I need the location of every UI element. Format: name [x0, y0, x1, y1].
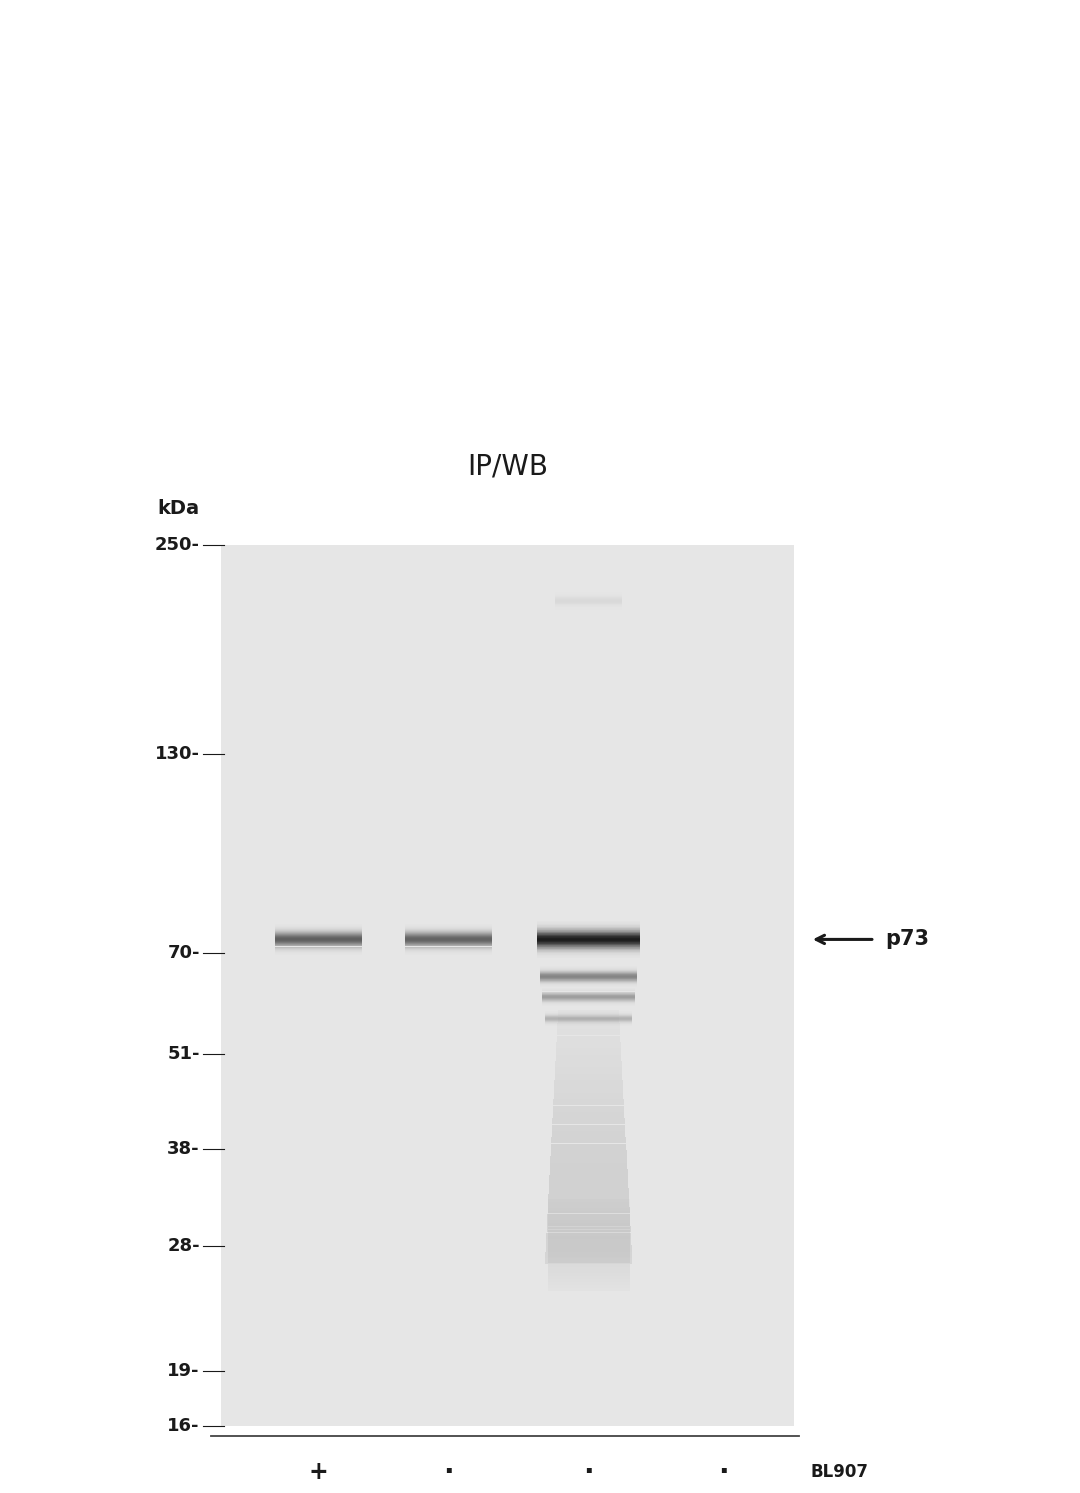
Bar [556, 1048, 621, 1054]
Bar [556, 1054, 621, 1062]
Bar [551, 1144, 626, 1150]
Bar [548, 1254, 630, 1257]
Bar [548, 1274, 630, 1277]
Bar [553, 1105, 624, 1112]
Bar [548, 1236, 630, 1239]
Bar [550, 1175, 627, 1181]
Text: 19-: 19- [167, 1362, 200, 1380]
Bar [554, 1093, 623, 1099]
Text: kDa: kDa [158, 499, 200, 518]
Bar [548, 1208, 630, 1211]
Bar [558, 1011, 619, 1017]
Bar [550, 1163, 627, 1169]
Bar [548, 1202, 630, 1205]
Bar [548, 1214, 630, 1217]
Bar [556, 1042, 621, 1048]
Bar [550, 1169, 627, 1175]
Bar [552, 1138, 625, 1144]
Bar [548, 1208, 630, 1214]
Bar [548, 1223, 630, 1226]
Bar [557, 1017, 620, 1023]
Text: 250-: 250- [154, 536, 200, 554]
Bar [546, 1239, 631, 1245]
Bar [548, 1277, 630, 1280]
Bar [548, 1230, 630, 1233]
Text: p73: p73 [886, 930, 930, 950]
Bar [552, 1118, 625, 1124]
Bar [557, 1029, 620, 1036]
Bar [546, 1220, 631, 1226]
Bar [552, 1130, 625, 1138]
Bar [548, 1269, 630, 1272]
Bar [548, 1227, 630, 1230]
Bar [548, 1257, 630, 1260]
Bar [548, 1242, 630, 1245]
Text: ·: · [583, 1459, 594, 1486]
Text: BL907: BL907 [810, 1463, 868, 1481]
Bar [548, 1199, 630, 1202]
Bar [221, 545, 794, 1426]
Bar [545, 1251, 632, 1259]
Bar [548, 1233, 630, 1236]
Bar [548, 1266, 630, 1269]
Bar [548, 1280, 630, 1282]
Text: 16-: 16- [167, 1417, 200, 1435]
Bar [548, 1217, 630, 1220]
Text: 51-: 51- [167, 1045, 200, 1063]
Bar [557, 1023, 620, 1029]
Bar [553, 1099, 624, 1105]
Text: IP/WB: IP/WB [467, 452, 548, 481]
Bar [548, 1220, 630, 1223]
Text: ·: · [443, 1459, 454, 1486]
Text: 70-: 70- [167, 944, 200, 961]
Bar [548, 1260, 630, 1263]
Bar [545, 1259, 632, 1265]
Bar [549, 1182, 629, 1188]
Bar [551, 1150, 626, 1156]
Bar [555, 1067, 622, 1073]
Text: 38-: 38- [167, 1139, 200, 1157]
Bar [548, 1205, 630, 1208]
Bar [546, 1226, 631, 1232]
Bar [556, 1036, 621, 1042]
Bar [548, 1251, 630, 1254]
Bar [546, 1233, 631, 1239]
Bar [551, 1157, 626, 1163]
Bar [555, 1062, 622, 1067]
Bar [552, 1124, 625, 1130]
Bar [548, 1200, 630, 1206]
Bar [549, 1188, 629, 1194]
Text: ·: · [718, 1459, 729, 1486]
Bar [548, 1288, 630, 1291]
Bar [548, 1214, 630, 1220]
Text: 28-: 28- [167, 1238, 200, 1256]
Bar [548, 1239, 630, 1242]
Bar [548, 1211, 630, 1214]
Bar [553, 1112, 624, 1118]
Bar [548, 1282, 630, 1285]
Bar [548, 1245, 630, 1248]
Bar [549, 1194, 629, 1200]
Bar [555, 1073, 622, 1079]
Bar [548, 1248, 630, 1251]
Text: 130-: 130- [154, 745, 200, 763]
Bar [548, 1263, 630, 1266]
Bar [554, 1079, 623, 1087]
Text: +: + [309, 1460, 328, 1484]
Bar [545, 1245, 632, 1251]
Bar [548, 1285, 630, 1288]
Bar [554, 1087, 623, 1093]
